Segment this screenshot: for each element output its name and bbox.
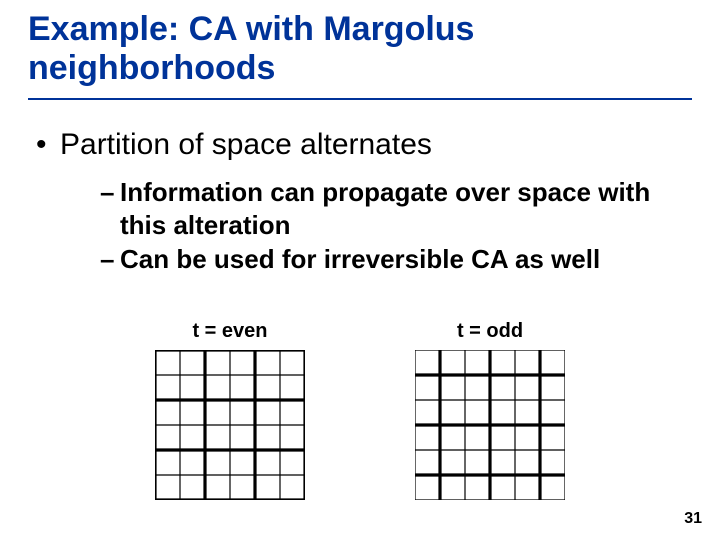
grid-even-label: t = even <box>170 320 290 343</box>
bullet-dot-icon: • <box>36 128 60 162</box>
slide-title: Example: CA with Margolus neighborhoods <box>28 10 474 88</box>
dash-icon: – <box>100 176 114 209</box>
grid-even <box>155 350 305 500</box>
title-line-2: neighborhoods <box>28 49 275 87</box>
sub-bullet-list: – Information can propagate over space w… <box>100 176 680 278</box>
dash-icon: – <box>100 243 114 276</box>
grid-odd-svg <box>415 350 565 500</box>
grid-odd-label: t = odd <box>430 320 550 343</box>
title-underline <box>28 98 692 100</box>
main-bullet: •Partition of space alternates <box>36 128 432 162</box>
grid-even-svg <box>155 350 305 500</box>
grid-odd <box>415 350 565 500</box>
sub-bullet-text: Can be used for irreversible CA as well <box>120 244 600 274</box>
sub-bullet-text: Information can propagate over space wit… <box>120 177 650 240</box>
sub-bullet-item: – Information can propagate over space w… <box>100 176 680 241</box>
sub-bullet-item: – Can be used for irreversible CA as wel… <box>100 243 680 276</box>
title-line-1: Example: CA with Margolus <box>28 10 474 48</box>
slide: Example: CA with Margolus neighborhoods … <box>0 0 720 540</box>
main-bullet-text: Partition of space alternates <box>60 128 432 161</box>
page-number: 31 <box>684 510 702 528</box>
